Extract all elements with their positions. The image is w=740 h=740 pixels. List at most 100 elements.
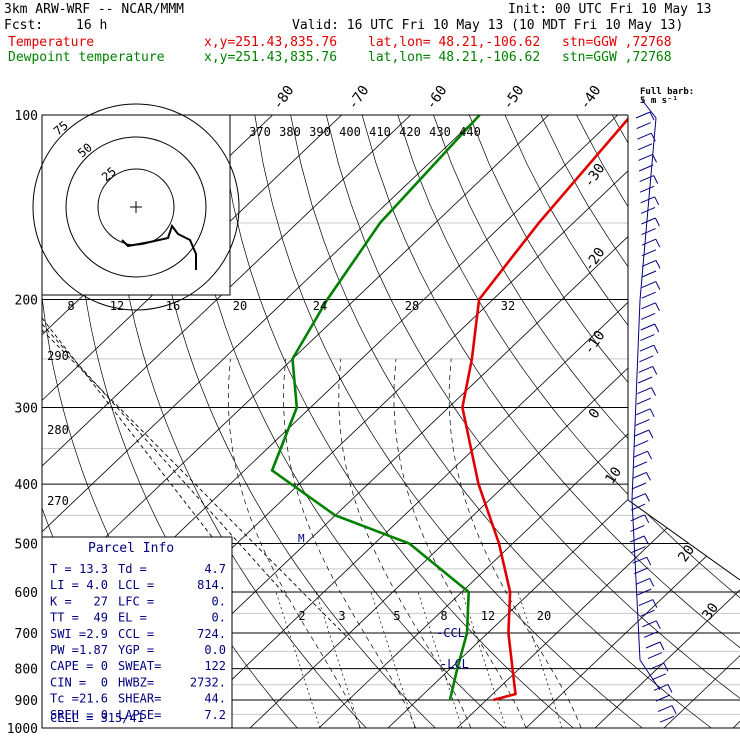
dry-adiabat-line xyxy=(433,115,740,728)
mixing-ratio-label: 8 xyxy=(440,609,447,623)
dry-adiabat-line xyxy=(111,115,367,728)
wind-barb xyxy=(641,228,656,236)
wind-barb xyxy=(630,535,645,543)
wind-barb xyxy=(649,662,665,670)
mixing-ratio-label: 12 xyxy=(481,609,495,623)
dry-adiabat-line xyxy=(576,115,740,728)
isotherm-line xyxy=(456,115,740,728)
isotherm-label: -40 xyxy=(577,83,605,113)
parcel-row-label-2: LAPSE= xyxy=(118,708,161,722)
wind-barb-flag xyxy=(644,514,650,524)
wind-barb xyxy=(641,281,657,289)
isotherm-line xyxy=(594,115,740,728)
parcel-row-value: 27 xyxy=(94,594,108,608)
wind-barb xyxy=(634,440,649,448)
parcel-row-value-2: 2732. xyxy=(190,675,226,689)
wind-barb-flag xyxy=(667,684,673,693)
wind-barb xyxy=(632,461,648,469)
isotherm-label: 10 xyxy=(602,464,625,487)
hodo-speed-label: 24 xyxy=(313,299,327,313)
isotherm-label: -70 xyxy=(345,83,373,113)
wind-barb-flag xyxy=(652,366,658,375)
wind-barb-flag xyxy=(655,238,661,248)
wind-barb xyxy=(638,599,654,607)
pressure-tick-label: 300 xyxy=(15,401,38,416)
wind-barb-flag xyxy=(654,217,660,227)
parcel-row-label-2: SWEAT= xyxy=(118,659,161,673)
parcel-row-value-2: 0.0 xyxy=(204,643,226,657)
isotherm-label: -50 xyxy=(500,83,528,113)
theta-label: 440 xyxy=(459,125,481,139)
dry-adiabat-line xyxy=(683,115,740,728)
wind-barb-flag xyxy=(649,111,655,121)
theta-label: 410 xyxy=(369,125,391,139)
parcel-row-label-2: Td = xyxy=(118,562,147,576)
hodo-speed-line xyxy=(42,323,291,601)
parcel-row-value: 4.0 xyxy=(86,578,108,592)
hodo-speed-line xyxy=(42,329,351,641)
wind-barb xyxy=(636,122,651,130)
wind-barb-flag xyxy=(671,705,677,714)
parcel-row-value: 21.6 xyxy=(79,692,108,706)
dry-adiabat-line xyxy=(218,115,574,728)
dewpoint-profile-line xyxy=(270,115,481,701)
isotherm-line xyxy=(42,115,549,728)
parcel-row-value: 0 xyxy=(101,675,108,689)
wind-barb-flag xyxy=(649,578,655,587)
wind-barb xyxy=(634,429,650,437)
pressure-tick-label: 500 xyxy=(15,537,38,552)
hodograph-trace xyxy=(121,223,197,270)
parcel-row-value: 0 xyxy=(101,659,108,673)
wind-barb xyxy=(635,418,650,426)
isotherm-line xyxy=(732,115,740,728)
parcel-row-label: PW = xyxy=(50,643,79,657)
theta-label: 390 xyxy=(309,125,331,139)
wind-barb-flag xyxy=(655,620,661,630)
wind-barb-flag xyxy=(652,599,658,608)
parcel-row-value: 13.3 xyxy=(79,562,108,576)
pressure-tick-label: 600 xyxy=(15,586,38,601)
parcel-row-label: LI = xyxy=(50,578,79,592)
wind-barb xyxy=(657,705,673,713)
valid-time: Valid: 16 UTC Fri 10 May 13 (10 MDT Fri … xyxy=(292,18,684,33)
parcel-row-value-2: 122 xyxy=(204,659,226,673)
wind-barb xyxy=(640,185,655,193)
temperature-latlon: lat,lon= 48.21,-106.62 xyxy=(368,35,541,50)
mixing-ratio-label: 5 xyxy=(393,609,400,623)
parcel-row-label: TT = xyxy=(50,611,79,625)
parcel-row-label-2: HWBZ= xyxy=(118,675,154,689)
parcel-row-label: SWI = xyxy=(50,627,86,641)
parcel-row-label: Tc = xyxy=(50,692,79,706)
isotherm-line xyxy=(663,115,740,728)
wind-barb xyxy=(635,408,651,416)
parcel-row-value: 1.87 xyxy=(79,643,108,657)
wind-barb-flag xyxy=(645,472,651,481)
parcel-row-label-2: CCL = xyxy=(118,627,154,641)
wind-barb xyxy=(651,673,667,681)
isotherm-label: -20 xyxy=(581,245,609,275)
wind-barb xyxy=(637,376,653,384)
wind-barb xyxy=(643,630,659,638)
wind-barb-flag xyxy=(643,535,649,545)
wind-barb xyxy=(631,546,646,554)
moist-marker: M xyxy=(298,532,305,545)
wind-barb-flag xyxy=(654,323,660,333)
wind-barb xyxy=(639,175,654,183)
moist-adiabat-line xyxy=(338,358,472,728)
wind-barb-flag xyxy=(655,260,661,269)
wind-barb xyxy=(638,153,653,161)
wind-barb xyxy=(640,334,655,342)
wind-barb xyxy=(637,143,653,151)
pressure-tick-label: 1000 xyxy=(7,722,38,737)
wind-profile-axis xyxy=(631,99,661,691)
wind-barb-flag xyxy=(651,387,656,396)
parcel-row-value: 49 xyxy=(94,611,108,625)
wind-barb xyxy=(638,164,654,172)
isotherm-line xyxy=(42,115,342,728)
mixing-ratio-label: 20 xyxy=(537,609,551,623)
parcel-cell-value: CELL = 315/41 xyxy=(50,711,144,725)
wind-barb xyxy=(645,641,661,649)
wind-barb-flag xyxy=(647,450,653,460)
moist-adiabat-line xyxy=(448,358,582,728)
parcel-row-label-2: LFC = xyxy=(118,594,154,608)
